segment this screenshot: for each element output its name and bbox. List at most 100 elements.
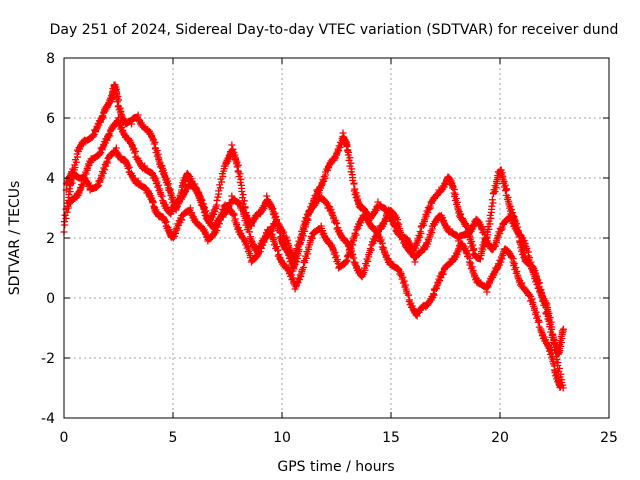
data-point-interp xyxy=(170,232,178,240)
data-point-interp xyxy=(438,269,446,277)
data-point-interp xyxy=(78,182,86,190)
y-tick-label: 6 xyxy=(46,111,55,127)
chart-title: Day 251 of 2024, Sidereal Day-to-day VTE… xyxy=(50,22,619,38)
data-point-interp xyxy=(478,225,486,233)
data-point-interp xyxy=(152,176,160,184)
x-tick-label: 10 xyxy=(273,430,291,446)
data-point-interp xyxy=(449,184,457,192)
y-tick-label: 0 xyxy=(46,291,55,307)
data-point-interp xyxy=(366,245,374,253)
x-tick-label: 15 xyxy=(382,430,400,446)
y-tick-label: -2 xyxy=(41,351,55,367)
data-point-interp xyxy=(84,163,92,171)
data-point-interp xyxy=(377,236,385,244)
data-point-interp xyxy=(329,212,337,220)
series-track-a xyxy=(60,81,567,358)
data-point-interp xyxy=(508,217,516,225)
data-point-interp xyxy=(153,152,161,160)
x-tick-label: 20 xyxy=(491,430,509,446)
y-axis-label: SDTVAR / TECUs xyxy=(7,181,23,296)
data-point-interp xyxy=(89,131,97,139)
data-point-interp xyxy=(289,274,297,282)
data-point-interp xyxy=(507,253,515,261)
data-point-interp xyxy=(413,238,421,246)
series-track-c xyxy=(64,114,567,392)
data-point xyxy=(134,177,142,185)
data-point xyxy=(350,180,358,188)
data-point-interp xyxy=(538,328,546,336)
data-point xyxy=(439,270,447,278)
data-points xyxy=(60,81,567,392)
data-point-interp xyxy=(318,179,326,187)
data-point-interp xyxy=(433,282,441,290)
data-point xyxy=(483,288,491,296)
data-point-interp xyxy=(282,233,290,241)
data-point xyxy=(315,189,323,197)
data-point xyxy=(202,207,210,215)
data-point-interp xyxy=(233,222,241,230)
data-point xyxy=(333,219,340,227)
x-tick-label: 25 xyxy=(600,430,618,446)
data-point xyxy=(394,219,402,227)
data-point-interp xyxy=(470,270,478,278)
y-tick-label: 8 xyxy=(46,51,55,67)
data-point xyxy=(404,291,412,299)
data-point xyxy=(476,255,484,263)
data-point-interp xyxy=(95,149,103,157)
data-point-interp xyxy=(416,227,424,235)
data-point xyxy=(245,228,253,236)
y-tick-label: -4 xyxy=(41,411,55,427)
data-point-interp xyxy=(233,163,241,171)
data-point xyxy=(141,162,149,170)
data-point-interp xyxy=(455,245,463,253)
x-axis-label: GPS time / hours xyxy=(277,459,394,475)
data-point-interp xyxy=(551,346,559,354)
data-point-interp xyxy=(65,185,73,193)
data-point-interp xyxy=(437,274,445,282)
data-point xyxy=(186,204,194,212)
y-tick-label: 4 xyxy=(46,171,55,187)
data-point-interp xyxy=(292,248,300,256)
data-point xyxy=(361,207,369,215)
data-point-interp xyxy=(488,196,496,204)
y-tick-label: 2 xyxy=(46,231,55,247)
data-point xyxy=(551,339,558,347)
data-point xyxy=(274,246,282,254)
data-point xyxy=(498,225,506,233)
data-point-interp xyxy=(488,202,496,210)
axis-ticks xyxy=(63,57,610,419)
data-point xyxy=(559,327,567,335)
data-point-interp xyxy=(489,199,497,207)
data-point-interp xyxy=(63,208,71,216)
data-point-interp xyxy=(320,173,328,181)
data-point-interp xyxy=(469,268,477,276)
data-point-interp xyxy=(553,355,561,363)
series-track-b xyxy=(62,144,565,391)
data-point xyxy=(455,237,463,245)
data-point-interp xyxy=(463,249,471,257)
data-point-interp xyxy=(150,140,158,148)
data-point-interp xyxy=(396,268,404,276)
x-tick-label: 5 xyxy=(169,430,178,446)
data-point-interp xyxy=(434,278,442,286)
data-point-interp xyxy=(379,245,387,253)
data-point-interp xyxy=(173,223,181,231)
data-point-interp xyxy=(329,247,337,255)
axis-tick-labels: 0 5 10 15 20 25 -4 -2 0 2 4 6 8 xyxy=(41,51,618,446)
data-point-interp xyxy=(131,149,139,157)
data-point-interp xyxy=(214,193,222,201)
grid-lines xyxy=(64,58,609,418)
data-point-interp xyxy=(113,98,121,106)
data-point-interp xyxy=(497,258,505,266)
data-point-interp xyxy=(238,187,246,195)
data-point-interp xyxy=(333,148,341,156)
data-point xyxy=(426,204,434,212)
data-point xyxy=(317,222,325,230)
data-point-interp xyxy=(429,290,437,298)
data-point-interp xyxy=(212,203,220,211)
data-point-interp xyxy=(117,109,125,117)
data-point-interp xyxy=(195,191,203,199)
data-point-interp xyxy=(115,106,123,114)
data-point-interp xyxy=(425,205,433,213)
